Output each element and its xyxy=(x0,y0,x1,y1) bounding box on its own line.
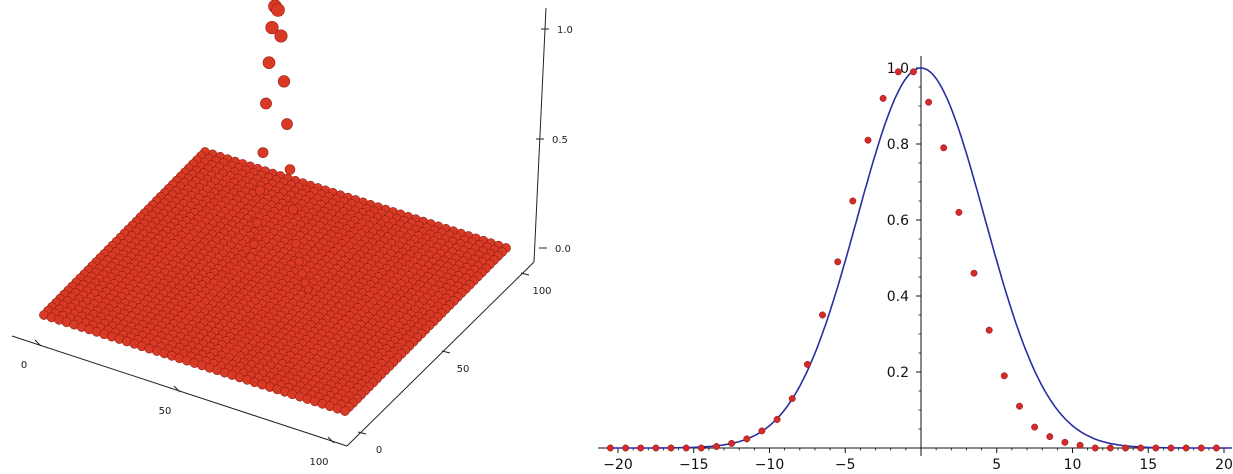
sample-point xyxy=(606,444,614,452)
sample-point xyxy=(834,258,842,266)
sample-point xyxy=(894,68,902,76)
sample-point xyxy=(682,444,690,452)
y-tick-mark xyxy=(520,272,530,276)
peak-marker xyxy=(249,239,259,249)
sample-point xyxy=(728,439,736,447)
sample-point xyxy=(970,269,978,277)
peak-marker xyxy=(281,118,293,130)
sample-point xyxy=(985,326,993,334)
y-tick-label: 0.4 xyxy=(887,289,909,305)
sample-point xyxy=(940,144,948,152)
chart-2d-points xyxy=(606,68,1220,452)
x-tick-label: −15 xyxy=(679,457,709,473)
sample-point xyxy=(1152,444,1160,452)
peak-marker xyxy=(254,185,265,196)
chart-3d-scatter: 0 50 100 0 50 100 0.0 0.5 1.0 xyxy=(11,0,573,468)
y-axis-line xyxy=(346,261,535,447)
x-tick-label: 5 xyxy=(992,457,1001,473)
y-tick-label: 0.8 xyxy=(887,137,909,153)
y-tick-mark xyxy=(441,350,451,354)
sample-point xyxy=(955,208,963,216)
x-tick-label: 100 xyxy=(309,457,328,468)
sample-point xyxy=(637,444,645,452)
sample-point xyxy=(864,136,872,144)
sample-point xyxy=(713,443,720,450)
peak-marker xyxy=(303,284,313,294)
sample-point xyxy=(1091,444,1099,452)
x-tick-label: 0 xyxy=(21,360,27,371)
peak-marker xyxy=(257,147,269,158)
peak-marker xyxy=(265,20,279,35)
sample-point xyxy=(909,68,917,76)
sample-point xyxy=(925,98,933,106)
sample-point xyxy=(622,444,630,452)
sample-point xyxy=(1137,444,1145,452)
y-tick-mark xyxy=(357,431,367,435)
x-tick-label: 15 xyxy=(1139,457,1157,473)
sample-point xyxy=(1212,444,1220,452)
peak-marker xyxy=(271,3,285,17)
y-tick-label: 50 xyxy=(457,364,470,375)
plane-marker xyxy=(340,406,350,416)
y-tick-label: 100 xyxy=(532,286,551,297)
sample-point xyxy=(1031,423,1039,431)
sample-point xyxy=(1182,444,1190,452)
z-tick-label: 1.0 xyxy=(557,25,573,36)
sample-point xyxy=(1046,433,1054,441)
peak-marker xyxy=(252,218,262,228)
sample-point xyxy=(743,435,751,443)
peak-marker xyxy=(294,256,304,267)
sample-point xyxy=(1122,444,1129,452)
sample-point xyxy=(1106,444,1114,452)
x-tick-mark xyxy=(173,385,181,393)
y-tick-label: 0.2 xyxy=(887,365,909,381)
sample-point xyxy=(1167,444,1175,452)
sample-point xyxy=(667,444,675,452)
peak-marker xyxy=(274,29,288,43)
sample-point xyxy=(1197,444,1205,452)
sample-point xyxy=(1000,372,1008,380)
peak-marker xyxy=(277,75,291,88)
sample-point xyxy=(758,427,766,435)
x-tick-mark xyxy=(34,339,42,347)
y-tick-label: 0.6 xyxy=(887,213,909,229)
sample-point xyxy=(697,444,705,452)
z-tick-label: 0.5 xyxy=(552,135,568,146)
sample-point xyxy=(1016,402,1023,410)
peak-marker xyxy=(262,56,276,70)
sample-point xyxy=(819,311,826,319)
sample-point xyxy=(803,360,811,368)
x-tick-label: −5 xyxy=(835,457,856,473)
z-axis-line xyxy=(533,7,547,263)
x-tick-label: 10 xyxy=(1064,457,1082,473)
x-tick-label: 50 xyxy=(159,406,172,417)
peak-marker xyxy=(288,204,299,215)
peak-marker xyxy=(260,97,272,110)
peak-marker xyxy=(246,252,256,262)
z-tick-label: 0.0 xyxy=(555,244,571,255)
x-tick-label: −20 xyxy=(603,457,633,473)
sample-point xyxy=(652,444,660,452)
chart-3d-axes: 0 50 100 0 50 100 0.0 0.5 1.0 xyxy=(11,7,573,468)
peak-marker xyxy=(291,239,301,249)
chart-3d-plane xyxy=(39,147,511,416)
x-tick-label: 20 xyxy=(1215,457,1233,473)
sample-point xyxy=(879,94,887,102)
x-tick-label: −10 xyxy=(755,457,785,473)
peak-marker xyxy=(297,268,307,278)
sample-point xyxy=(849,197,857,205)
peak-marker xyxy=(284,164,296,175)
y-tick-label: 0 xyxy=(376,445,382,456)
sample-point xyxy=(788,395,796,403)
sample-point xyxy=(773,416,781,423)
sample-point xyxy=(1076,441,1084,449)
sample-point xyxy=(1061,438,1069,446)
chart-3d-points xyxy=(246,0,313,294)
x-tick-mark xyxy=(327,436,335,444)
